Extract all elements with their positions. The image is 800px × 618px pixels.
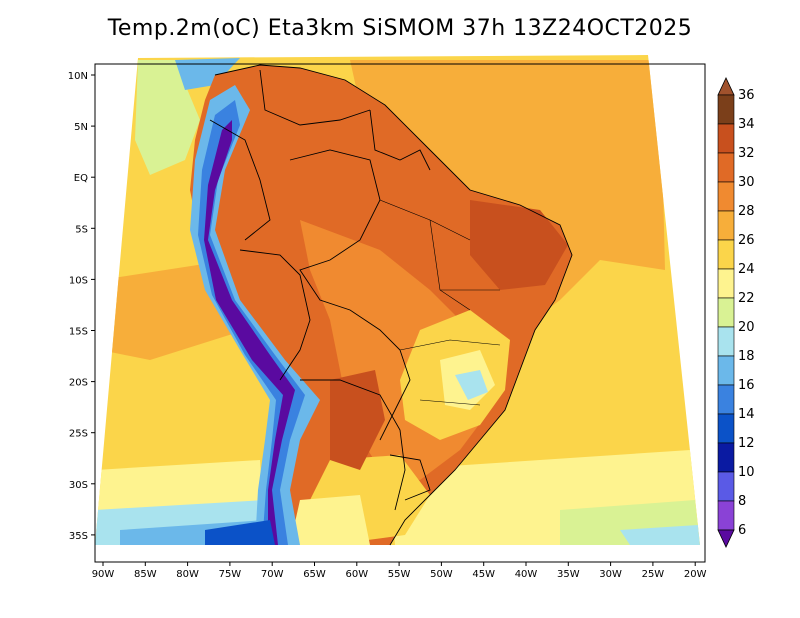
caribbean-cool: [175, 58, 240, 90]
lat-tick-label: 10S: [69, 275, 88, 286]
colorbar-label: 30: [738, 175, 755, 190]
colorbar-segment: [717, 268, 735, 299]
colorbar-top-arrow: [717, 77, 735, 96]
colorbar-segment: [717, 152, 735, 183]
border-venezuela: [259, 69, 371, 126]
patagonia-cold: [205, 520, 275, 545]
atlantic-warm-band: [350, 60, 665, 330]
border-colombia: [209, 119, 271, 241]
colorbar-label: 18: [738, 349, 755, 364]
land-chaco-hot: [330, 370, 385, 470]
lat-tick-label: 10N: [68, 71, 88, 82]
border-peru-bolivia: [239, 249, 311, 381]
lon-tick-label: 90W: [92, 569, 115, 580]
colorbar-label: 12: [738, 436, 755, 451]
colorbar-segment: [717, 471, 735, 502]
border-uruguay: [389, 454, 431, 501]
lat-tick-label: 5S: [75, 224, 88, 235]
lon-tick-label: 80W: [176, 569, 199, 580]
colorbar-label: 16: [738, 378, 755, 393]
colorbar-segment: [717, 210, 735, 241]
border-argentina: [300, 379, 406, 511]
lat-tick-label: 30S: [69, 480, 88, 491]
colorbar-label: 22: [738, 291, 755, 306]
lon-tick-label: 55W: [388, 569, 411, 580]
lon-tick-label: 85W: [134, 569, 157, 580]
lat-tick-label: 35S: [69, 531, 88, 542]
atlantic-colder-south: [620, 525, 700, 545]
lon-tick-label: 75W: [219, 569, 242, 580]
colorbar-label: 6: [738, 523, 746, 538]
lon-tick-label: 70W: [261, 569, 284, 580]
lon-tick-label: 40W: [515, 569, 538, 580]
map-domain: [95, 55, 700, 545]
border-brazil-west: [289, 149, 411, 441]
land-south-light: [290, 495, 370, 545]
colorbar-segment: [717, 181, 735, 212]
colorbar: 36 34 32 30 28 26 24 22 20 18 16 14 12 10 8 6: [717, 77, 755, 548]
land-northeast-hot: [470, 200, 568, 290]
lon-tick-label: 50W: [430, 569, 453, 580]
lon-tick-label: 30W: [599, 569, 622, 580]
colorbar-segment: [717, 384, 735, 415]
colorbar-segment: [717, 94, 735, 125]
colorbar-label: 10: [738, 465, 755, 480]
colorbar-label: 8: [738, 494, 746, 509]
lon-tick-label: 60W: [345, 569, 368, 580]
colorbar-label: 34: [738, 117, 755, 132]
colorbar-label: 24: [738, 262, 755, 277]
colorbar-segment: [717, 413, 735, 444]
colorbar-segment: [717, 355, 735, 386]
colorbar-bottom-arrow: [717, 529, 735, 548]
colorbar-label: 14: [738, 407, 755, 422]
lon-tick-label: 35W: [557, 569, 580, 580]
lon-tick-label: 25W: [642, 569, 665, 580]
country-borders: [209, 64, 573, 546]
lat-tick-label: 25S: [69, 429, 88, 440]
colorbar-label: 20: [738, 320, 755, 335]
lon-tick-label: 20W: [684, 569, 707, 580]
colorbar-segment: [717, 442, 735, 473]
colorbar-label: 28: [738, 204, 755, 219]
lon-tick-label: 45W: [472, 569, 495, 580]
colorbar-label: 32: [738, 146, 755, 161]
lat-tick-label: EQ: [74, 173, 88, 184]
map-frame: [94, 63, 706, 563]
colorbar-segment: [717, 123, 735, 154]
border-brazil-states: [379, 199, 501, 406]
pacific-cool-north: [135, 60, 200, 175]
colorbar-segment: [717, 500, 735, 531]
land-cool-plateau: [455, 370, 488, 400]
lat-tick-label: 15S: [69, 327, 88, 338]
colorbar-segment: [717, 326, 735, 357]
colorbar-label: 26: [738, 233, 755, 248]
coastline: [214, 64, 573, 546]
colorbar-label: 36: [738, 88, 755, 103]
lat-tick-label: 5N: [74, 122, 88, 133]
colorbar-segment: [717, 297, 735, 328]
longitude-axis: 90W 85W 80W 75W 70W 65W 60W 55W 50W 45W 40W 35W 30W 2…: [92, 562, 707, 580]
lon-tick-label: 65W: [303, 569, 326, 580]
map-title: Temp.2m(oC) Eta3km SiSMOM 37h 13Z24OCT20…: [107, 16, 693, 41]
andes-peak-band: [204, 120, 295, 545]
lat-tick-label: 20S: [69, 378, 88, 389]
latitude-axis: 10N 5N EQ 5S 10S 15S 20S 25S 30S 35S: [68, 71, 95, 542]
border-guianas: [369, 109, 431, 171]
colorbar-segment: [717, 239, 735, 270]
